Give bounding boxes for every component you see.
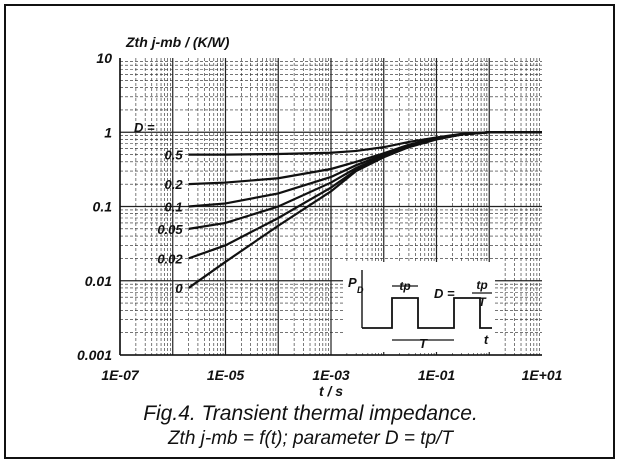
series-label: 0.1 — [165, 200, 183, 215]
inset-period-label: T — [419, 336, 428, 351]
inset-time-label: t — [484, 332, 489, 347]
axes — [119, 58, 542, 356]
y-tick-label: 0.01 — [85, 273, 112, 289]
y-axis-label: Zth j-mb / (K/W) — [125, 34, 230, 50]
inset-background — [343, 262, 495, 352]
inset-frac-den: T — [478, 295, 487, 309]
y-tick-label: 0.001 — [77, 347, 112, 363]
inset-d-label: D = — [434, 286, 455, 301]
param-label: D = — [134, 120, 155, 135]
caption-line-2: Zth j-mb = f(t); parameter D = tp/T — [167, 428, 454, 449]
series-label: 0.5 — [165, 148, 184, 163]
series-label: 0.05 — [157, 222, 183, 237]
figure-frame — [4, 4, 615, 459]
series-label: 0.02 — [157, 251, 183, 266]
caption-line-1: Fig.4. Transient thermal impedance. — [143, 402, 478, 425]
inset-tp-label: tp — [399, 279, 410, 293]
x-tick-label: 1E-07 — [101, 367, 140, 383]
series-label: 0 — [175, 281, 183, 296]
inset-p-sub: D — [357, 285, 364, 295]
inset-pulse-wave — [362, 297, 492, 329]
inset-frac-num: tp — [476, 278, 487, 292]
inset-p-label: P — [348, 275, 357, 290]
x-tick-label: 1E-05 — [207, 367, 245, 383]
series-group — [187, 131, 542, 289]
series-line — [187, 131, 542, 289]
series-label: 0.2 — [165, 177, 184, 192]
x-tick-label: 1E-01 — [418, 367, 456, 383]
x-axis-label: t / s — [319, 383, 343, 399]
y-tick-label: 10 — [96, 50, 112, 66]
y-tick-label: 1 — [104, 124, 112, 140]
x-tick-label: 1E-03 — [312, 367, 350, 383]
y-tick-label: 0.1 — [93, 199, 113, 215]
labels-group: 1E-07 1E-05 1E-03 1E-01 1E+01 10 1 0.1 0.01 0.001… — [77, 34, 563, 399]
x-tick-label: 1E+01 — [522, 367, 563, 383]
